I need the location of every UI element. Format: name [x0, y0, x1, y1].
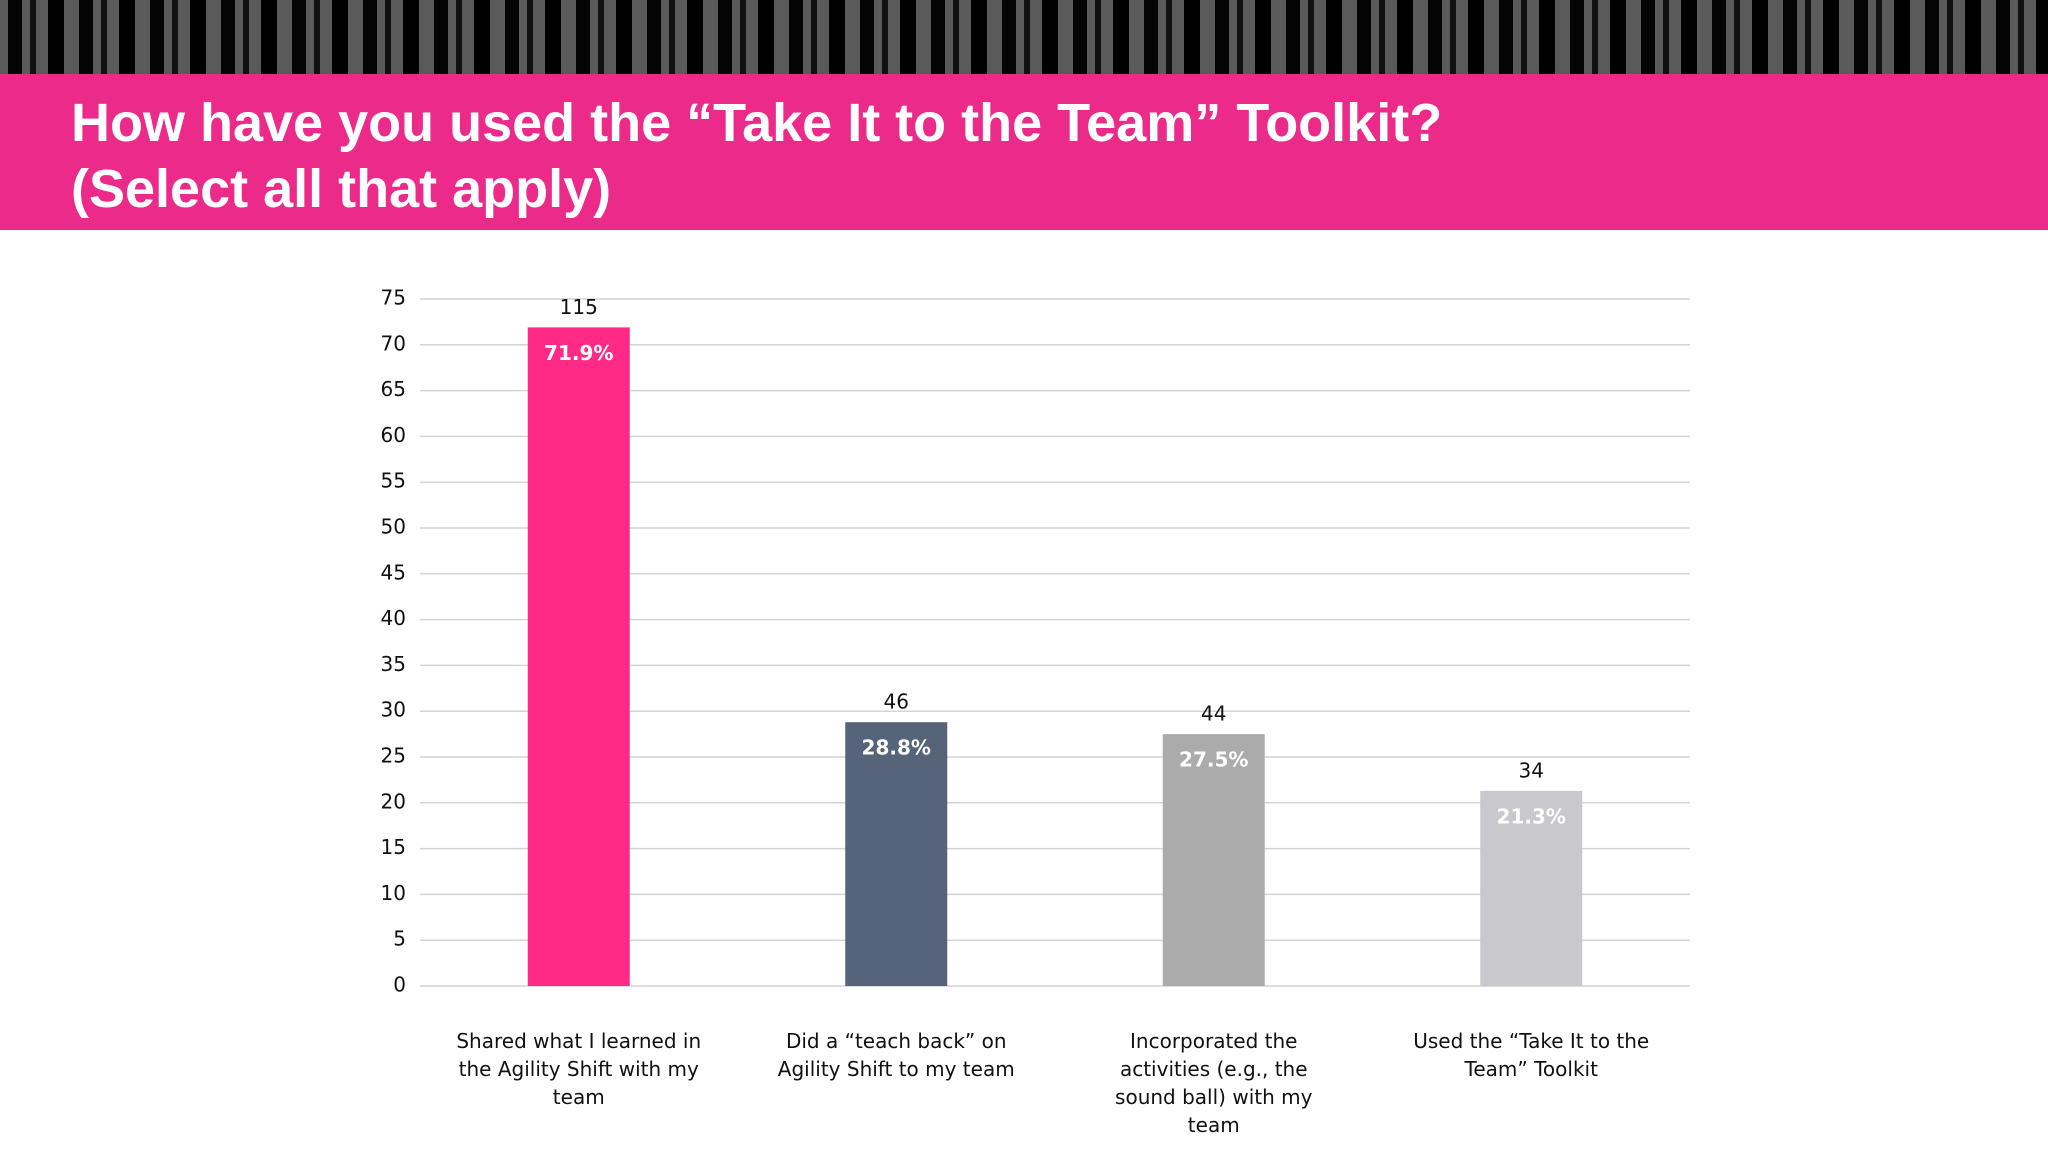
- value-label: 28.8%: [862, 736, 931, 760]
- y-tick-label: 60: [381, 423, 406, 447]
- x-tick-label: Did a “teach back” on Agility Shift to m…: [777, 1029, 1015, 1081]
- bar: [1480, 790, 1583, 986]
- y-tick-label: 5: [393, 927, 406, 951]
- y-tick-label: 75: [381, 286, 406, 310]
- y-tick-label: 30: [381, 698, 406, 722]
- bar: [527, 327, 630, 986]
- value-label: 21.3%: [1497, 804, 1566, 828]
- bar: [845, 722, 948, 986]
- y-tick-label: 55: [381, 469, 406, 493]
- count-label: 44: [1201, 702, 1226, 726]
- count-label: 46: [884, 690, 909, 714]
- y-tick-label: 70: [381, 331, 406, 355]
- chart-subtitle: (Select all that apply): [71, 159, 612, 219]
- x-tick-label: Incorporated the activities (e.g., the s…: [1115, 1029, 1313, 1137]
- y-tick-label: 35: [381, 652, 406, 676]
- y-tick-label: 25: [381, 744, 406, 768]
- count-label: 34: [1519, 758, 1544, 782]
- top-stripes: [0, 0, 2048, 74]
- y-tick-label: 20: [381, 789, 406, 813]
- count-label: 115: [560, 295, 598, 319]
- value-label: 71.9%: [544, 341, 613, 365]
- bar: [1162, 734, 1265, 986]
- chart-title: How have you used the “Take It to the Te…: [71, 93, 1443, 153]
- y-tick-label: 45: [381, 560, 406, 584]
- title-band: [0, 74, 2048, 230]
- y-tick-label: 40: [381, 606, 406, 630]
- y-tick-label: 65: [381, 377, 406, 401]
- value-label: 27.5%: [1179, 748, 1248, 772]
- y-tick-label: 10: [381, 881, 406, 905]
- x-tick-label: Shared what I learned in the Agility Shi…: [456, 1029, 702, 1109]
- x-tick-label: Used the “Take It to the Team” Toolkit: [1413, 1029, 1650, 1081]
- y-tick-label: 0: [393, 973, 406, 997]
- y-tick-label: 15: [381, 835, 406, 859]
- y-tick-label: 50: [381, 515, 406, 539]
